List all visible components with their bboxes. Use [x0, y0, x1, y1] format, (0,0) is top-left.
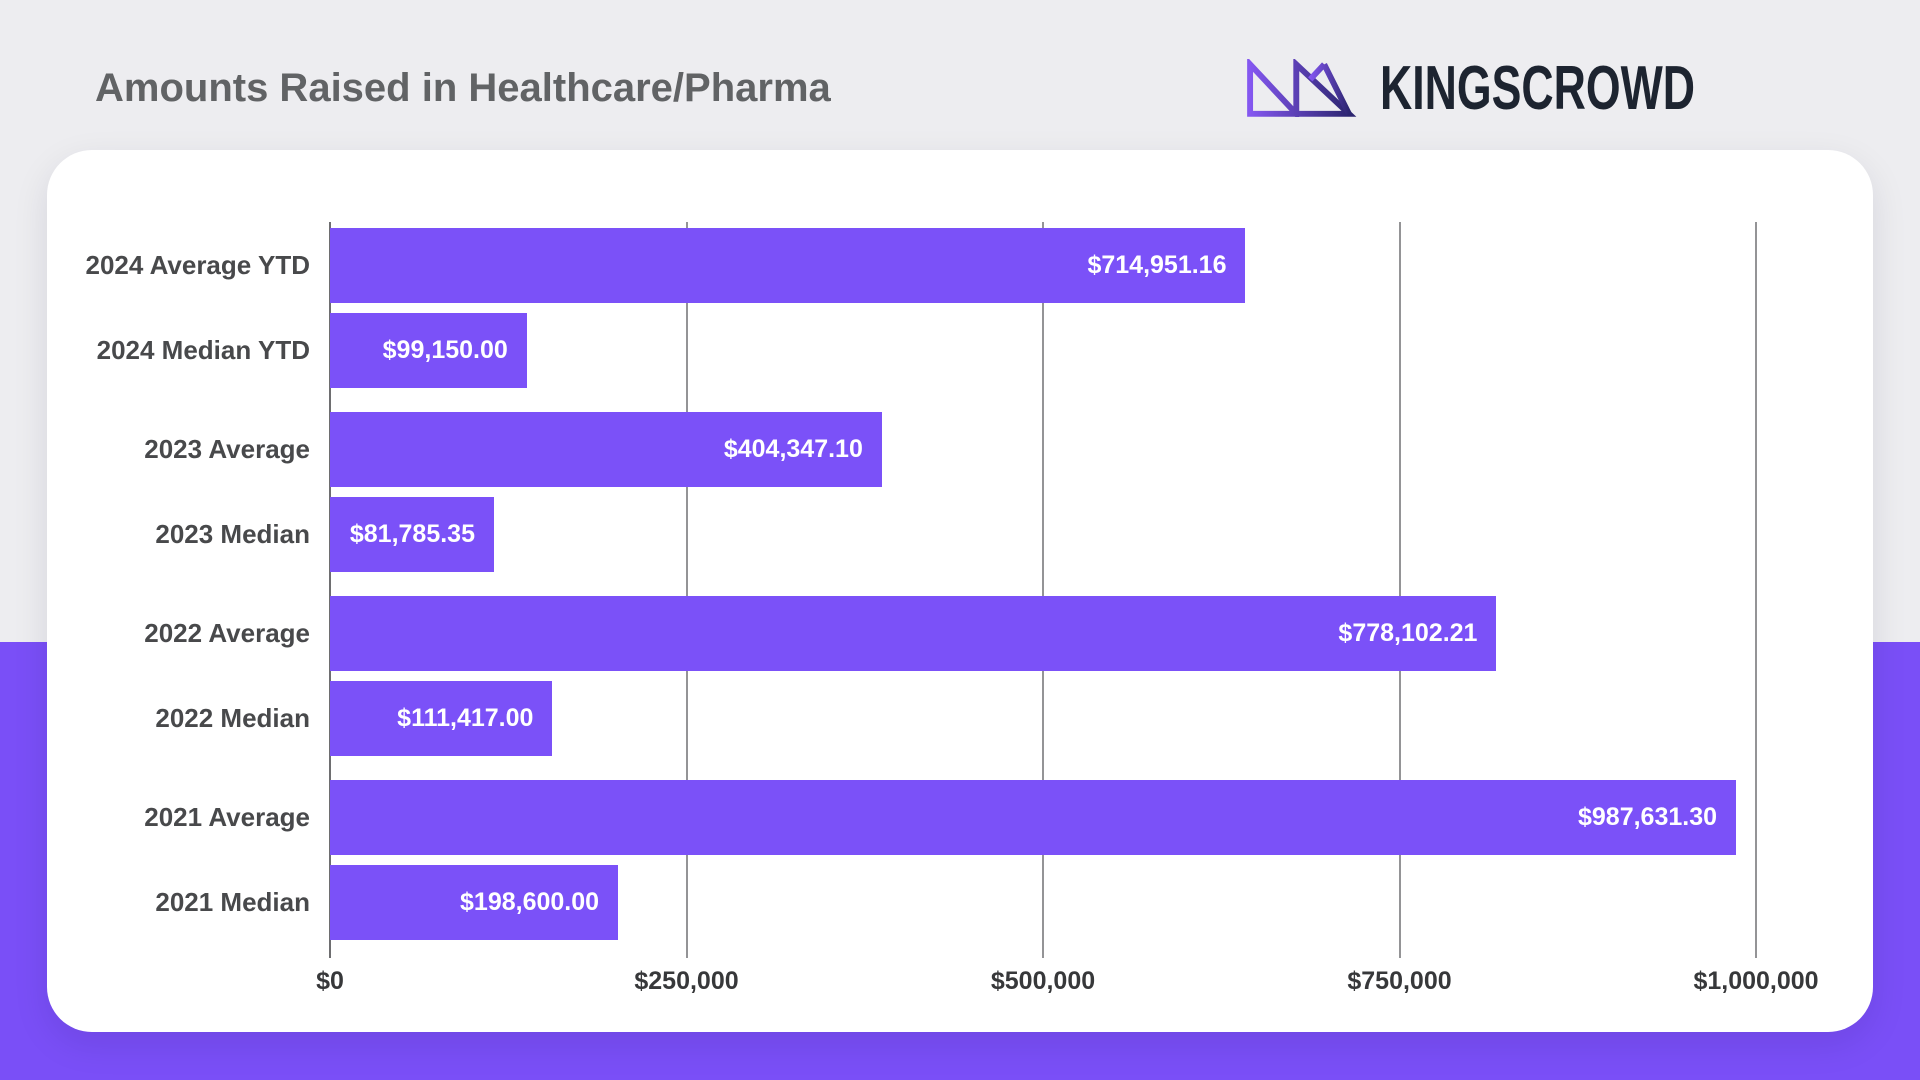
value-label: $404,347.10 — [723, 435, 863, 463]
gridline — [685, 222, 688, 958]
x-tick-label: $1,000,000 — [1693, 967, 1819, 995]
crown-icon — [1233, 59, 1366, 117]
category-label: 2022 Average — [144, 618, 310, 648]
brand-logo: KINGSCROWD — [1233, 53, 1817, 124]
bar: $111,417.00 — [330, 681, 553, 756]
plot-area: 2024 Average YTD $714,951.16 2024 Median Y… — [85, 222, 1819, 995]
gridline — [1042, 222, 1044, 958]
bar-track: $81,785.35 — [330, 497, 1756, 572]
bar-row: 2023 Average $404,347.10 — [144, 412, 1756, 487]
x-tick-label: $0 — [316, 967, 344, 995]
bar: $198,600.00 — [330, 865, 619, 940]
x-axis-labels: $0 $250,000 $500,000 $750,000 $1,000,000 — [316, 967, 1818, 997]
value-label: $714,951.16 — [1087, 251, 1227, 279]
bar-row: 2022 Median $111,417.00 — [155, 681, 1756, 756]
bar: $778,102.21 — [330, 596, 1497, 671]
bar-rows: 2024 Average YTD $714,951.16 2024 Median Y… — [85, 222, 1756, 940]
gridline — [1755, 222, 1757, 958]
chart-card: 2024 Average YTD $714,951.16 2024 Median Y… — [47, 150, 1873, 1032]
bar-row: 2021 Median $198,600.00 — [155, 865, 1756, 940]
bar-row: 2022 Average $778,102.21 — [144, 596, 1756, 671]
category-label: 2023 Average — [144, 434, 310, 464]
x-tick-label: $500,000 — [990, 967, 1096, 995]
bar: $404,347.10 — [330, 412, 882, 487]
bar: $99,150.00 — [330, 313, 527, 388]
gridline — [1398, 222, 1401, 958]
category-label: 2022 Median — [155, 703, 310, 733]
bar: $714,951.16 — [330, 228, 1246, 303]
bar-row: 2021 Average $987,631.30 — [144, 780, 1756, 855]
bar-track: $198,600.00 — [330, 865, 1756, 940]
x-tick-label: $250,000 — [634, 967, 739, 995]
bar-track: $714,951.16 — [330, 228, 1756, 303]
category-label: 2024 Median YTD — [96, 335, 310, 365]
gridlines — [329, 222, 1757, 958]
value-label: $778,102.21 — [1338, 619, 1478, 647]
bar-track: $778,102.21 — [330, 596, 1756, 671]
value-label: $111,417.00 — [397, 704, 534, 732]
bar: $81,785.35 — [330, 497, 494, 572]
category-label: 2024 Average YTD — [85, 250, 310, 280]
value-label: $81,785.35 — [349, 520, 475, 548]
bar: $987,631.30 — [330, 780, 1737, 855]
category-label: 2021 Average — [144, 802, 310, 832]
value-label: $198,600.00 — [460, 888, 600, 916]
value-label: $99,150.00 — [382, 336, 508, 364]
bar-row: 2024 Median YTD $99,150.00 — [97, 313, 1756, 388]
value-label: $987,631.30 — [1578, 803, 1718, 831]
page-header: Amounts Raised in Healthcare/Pharma KING… — [0, 48, 1920, 128]
page-title: Amounts Raised in Healthcare/Pharma — [95, 65, 831, 110]
category-label: 2023 Median — [155, 519, 310, 549]
brand-wordmark: KINGSCROWD — [1379, 53, 1695, 123]
bar-track: $99,150.00 — [330, 313, 1756, 388]
bar-row: 2023 Median $81,785.35 — [155, 497, 1756, 572]
bar-row: 2024 Average YTD $714,951.16 — [85, 228, 1756, 303]
bar-track: $111,417.00 — [330, 681, 1756, 756]
category-label: 2021 Median — [155, 887, 310, 917]
bar-track: $404,347.10 — [330, 412, 1756, 487]
y-axis-line — [329, 222, 331, 958]
x-tick-label: $750,000 — [1347, 967, 1452, 995]
bar-track: $987,631.30 — [330, 780, 1756, 855]
